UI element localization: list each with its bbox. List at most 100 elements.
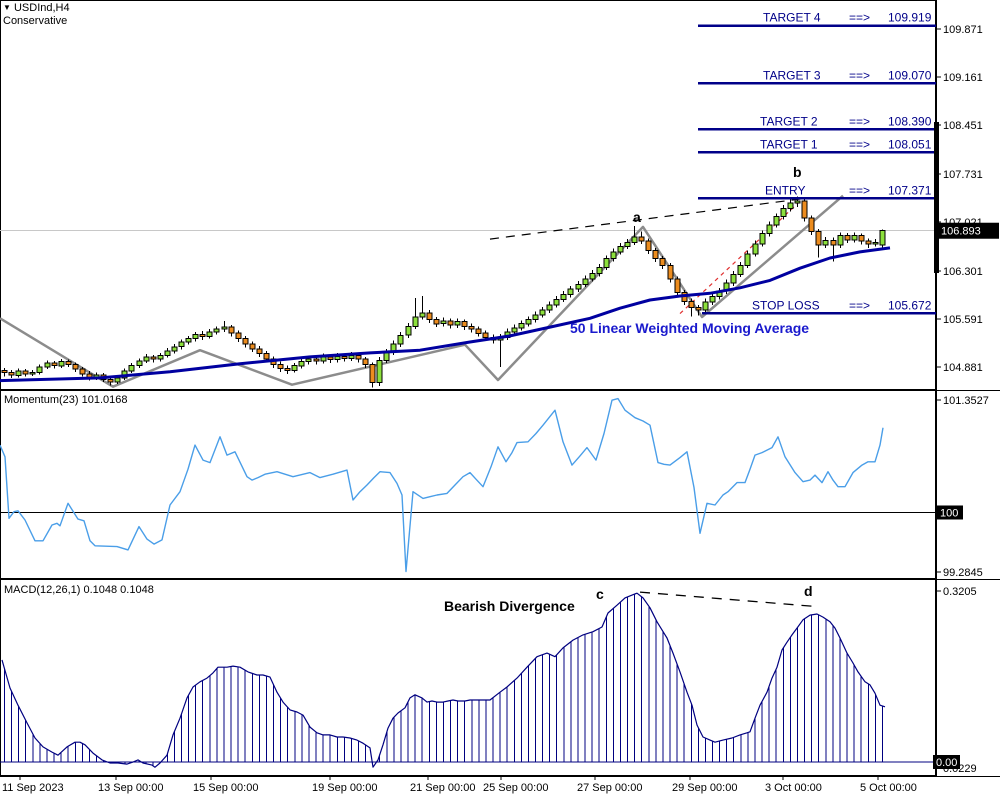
candle-body [263, 353, 270, 360]
candle-body [596, 267, 603, 275]
current-price-box-label: 106.893 [941, 226, 981, 238]
lower-trendline-dashed [679, 202, 799, 315]
candle-body [341, 355, 348, 359]
candle-body [575, 283, 582, 290]
level-value: 108.051 [888, 137, 932, 151]
candle-body [114, 377, 121, 383]
price-tick-label: 109.871 [943, 24, 983, 36]
symbol-title: USDInd,H4 [13, 2, 70, 14]
level-value: 108.390 [888, 114, 932, 128]
candle-body [744, 253, 751, 266]
candle-body [199, 334, 206, 338]
candle-body [837, 235, 844, 246]
candle-body [256, 348, 263, 354]
candle-body [482, 332, 489, 338]
candle-body [560, 294, 567, 300]
level-value: 109.070 [888, 68, 932, 82]
level-arrow: ==> [849, 298, 870, 312]
candle-body [617, 246, 624, 253]
candle-body [15, 370, 22, 376]
candle-body [397, 334, 404, 345]
level-arrow: ==> [849, 137, 870, 151]
date-label: 27 Sep 00:00 [577, 782, 642, 794]
candle-body [355, 355, 362, 360]
candle-body [213, 328, 220, 333]
candle-body [780, 208, 787, 218]
date-label: 5 Oct 00:00 [860, 782, 917, 794]
candle-body [851, 235, 858, 241]
level-label: ENTRY [765, 183, 805, 197]
candle-body [447, 320, 454, 326]
candle-body [433, 319, 440, 325]
candle-body [808, 217, 815, 233]
momentum-level-box-label: 100 [940, 507, 958, 519]
candle-body [865, 240, 872, 245]
date-label: 3 Oct 00:00 [765, 782, 822, 794]
candle-body [58, 361, 65, 367]
macd-divergence-dashed-line[interactable] [639, 591, 813, 607]
candle-body [539, 309, 546, 316]
candle-body [157, 355, 164, 360]
point-b-label: b [793, 164, 802, 180]
candle-body [44, 362, 51, 368]
macd-zero-box-label: 0.00 [936, 757, 957, 769]
point-c-label: c [596, 586, 604, 602]
candle-body [376, 359, 383, 384]
candle-body [525, 319, 532, 325]
candle-body [29, 372, 36, 375]
candle-body [136, 360, 143, 367]
bearish-divergence-label: Bearish Divergence [444, 598, 575, 614]
ma-label: 50 Linear Weighted Moving Average [570, 320, 810, 336]
candle-body [150, 356, 157, 360]
candle-body [143, 356, 150, 362]
candle-body [298, 361, 305, 367]
candle-body [305, 358, 312, 363]
symbol-dropdown-icon[interactable]: ▼ [3, 3, 11, 12]
date-label: 15 Sep 00:00 [193, 782, 258, 794]
candle-body [291, 365, 298, 371]
candle-body [36, 366, 43, 374]
candle-body [327, 356, 334, 361]
point-a-label: a [633, 209, 641, 225]
candle-body [164, 350, 171, 356]
candle-body [589, 273, 596, 280]
candle-body [674, 278, 681, 293]
candle-body [313, 358, 320, 362]
candle-body [107, 378, 114, 383]
candle-body [546, 304, 553, 311]
candle-body [440, 320, 447, 325]
level-value: 107.371 [888, 183, 932, 197]
candle-body [348, 355, 355, 359]
candle-body [610, 251, 617, 260]
candle-body [709, 296, 716, 303]
candle-body [532, 314, 539, 321]
candle-body [405, 325, 412, 336]
moving-average-line [0, 246, 891, 383]
candle-body [284, 367, 291, 371]
level-label: TARGET 3 [763, 68, 821, 82]
candle-body [631, 236, 638, 243]
candle-body [518, 323, 525, 329]
momentum-tick-label: 101.3527 [943, 395, 989, 407]
momentum-level-box [937, 505, 963, 520]
momentum-tick-label: 99.2845 [943, 567, 983, 579]
candle-body [171, 346, 178, 352]
macd-zero-box [933, 755, 960, 769]
candle-body [667, 265, 674, 280]
level-arrow: ==> [849, 11, 870, 25]
candle-body [1, 370, 8, 373]
candle-body [652, 250, 659, 260]
candle-body [475, 328, 482, 334]
momentum-panel[interactable] [0, 390, 936, 579]
candle-body [844, 235, 851, 241]
candle-body [730, 273, 737, 284]
axis-highlight-bar [934, 122, 939, 273]
candle-body [79, 368, 86, 375]
candle-body [221, 326, 228, 330]
candle-body [773, 216, 780, 226]
date-label: 25 Sep 00:00 [483, 782, 548, 794]
candle-body [787, 202, 794, 210]
candle-body [412, 316, 419, 327]
candle-body [801, 200, 808, 219]
